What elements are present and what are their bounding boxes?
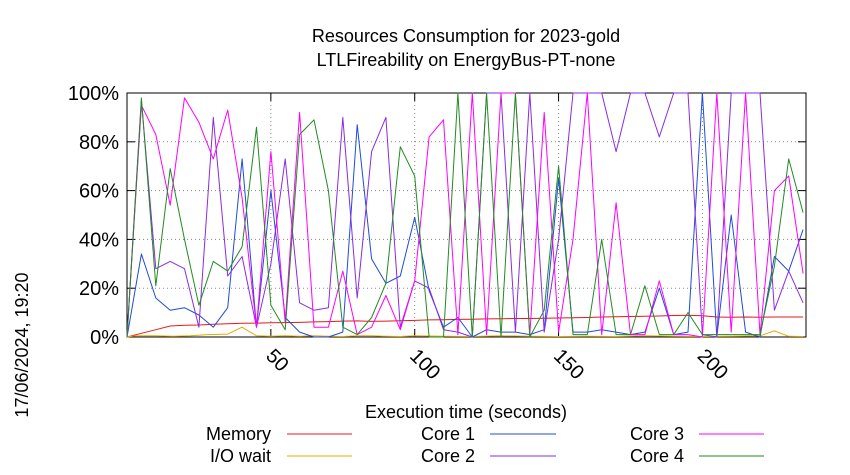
series-line-core-4 <box>126 92 804 338</box>
series-line-i-o-wait <box>126 326 804 338</box>
legend-label-core-4: Core 4 <box>630 446 684 466</box>
x-tick-label: 100 <box>405 345 444 384</box>
series-line-core-2 <box>126 92 804 338</box>
x-tick-label: 200 <box>693 345 732 384</box>
legend-label-memory: Memory <box>206 424 271 444</box>
x-tick-label: 150 <box>549 345 588 384</box>
grid <box>127 92 806 337</box>
y-tick-label: 60% <box>79 181 119 203</box>
x-tick-label: 50 <box>261 345 292 376</box>
y-tick-label: 100% <box>68 83 119 105</box>
legend-label-i-o-wait: I/O wait <box>210 446 271 466</box>
chart-title-line2: LTLFireability on EnergyBus-PT-none <box>317 50 616 70</box>
y-tick-label: 40% <box>79 229 119 251</box>
timestamp-label: 17/06/2024, 19:20 <box>12 272 32 417</box>
y-tick-label: 20% <box>79 278 119 300</box>
y-tick-label: 0% <box>90 327 119 349</box>
legend-label-core-3: Core 3 <box>630 424 684 444</box>
series-lines <box>126 92 804 338</box>
plot-frame <box>126 92 807 338</box>
legend-label-core-1: Core 1 <box>421 424 475 444</box>
y-tick-label: 80% <box>79 132 119 154</box>
legend-label-core-2: Core 2 <box>421 446 475 466</box>
x-axis-label: Execution time (seconds) <box>365 402 567 422</box>
chart-title-line1: Resources Consumption for 2023-gold <box>312 26 620 46</box>
